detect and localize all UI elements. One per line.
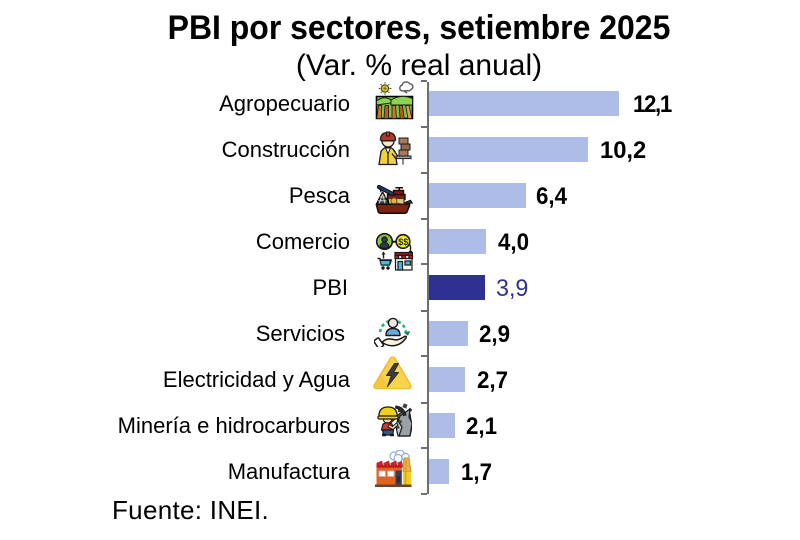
svg-text:$$: $$ (398, 237, 408, 247)
